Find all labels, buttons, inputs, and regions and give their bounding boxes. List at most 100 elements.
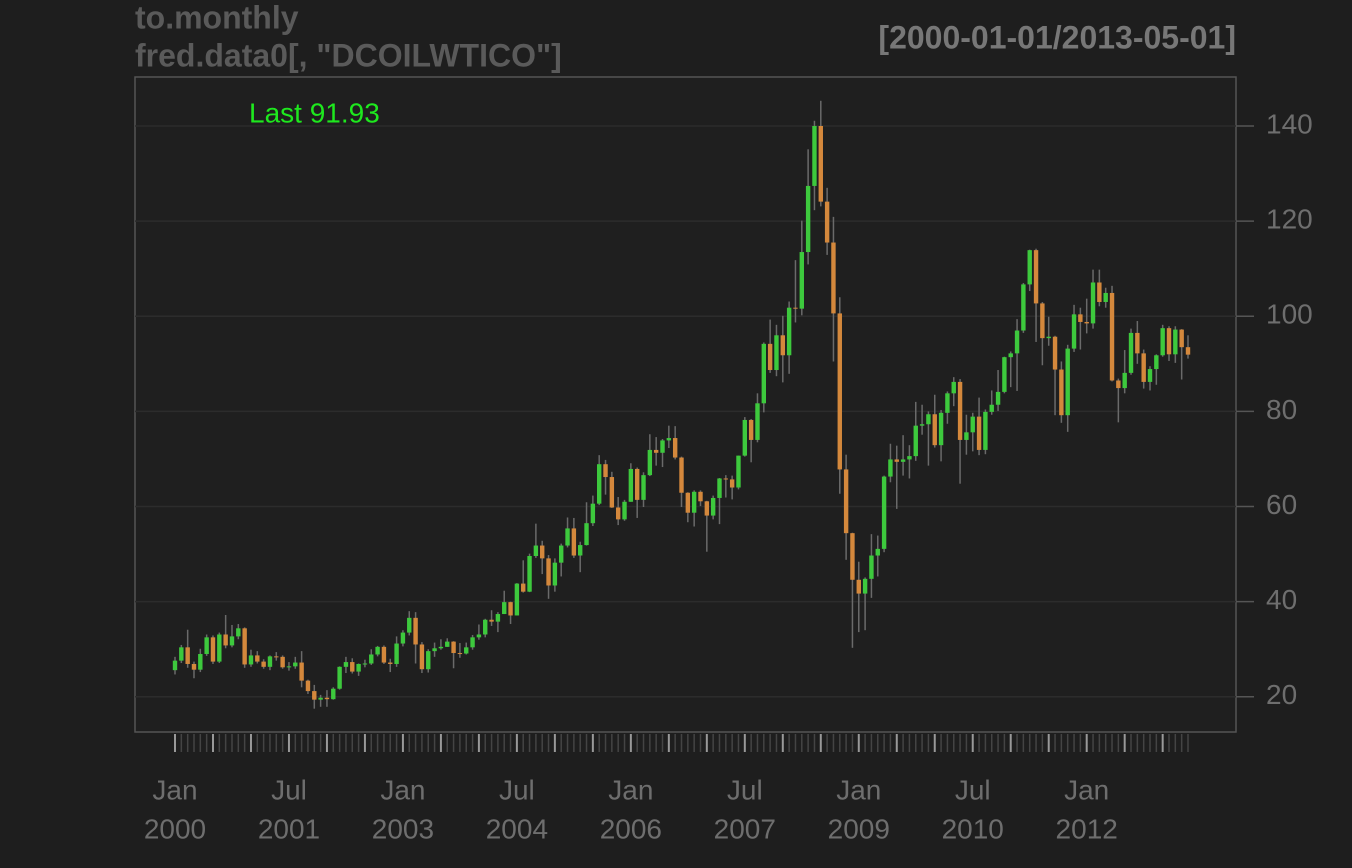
candle-body xyxy=(369,654,374,664)
candle-body xyxy=(242,628,247,665)
candle-body xyxy=(1090,282,1096,324)
candle-body xyxy=(1014,330,1020,354)
candle-body xyxy=(546,558,551,586)
candle-body xyxy=(521,583,526,592)
candle-body xyxy=(324,697,330,700)
candle-body xyxy=(900,459,906,462)
candle-body xyxy=(1078,314,1083,322)
chart-subtitle: fred.data0[, "DCOILWTICO"] xyxy=(135,37,562,73)
candle-body xyxy=(267,656,273,667)
candle-body xyxy=(957,381,963,440)
candle-body xyxy=(976,416,982,450)
candle-body xyxy=(565,528,570,546)
candle-body xyxy=(343,662,349,667)
candle-body xyxy=(862,578,868,594)
candle-body xyxy=(1185,347,1191,355)
candle-body xyxy=(761,343,767,404)
candle-body xyxy=(869,555,874,579)
x-tick-month: Jul xyxy=(727,774,763,805)
candle-body xyxy=(983,411,988,450)
candle-body xyxy=(198,653,203,670)
candle-body xyxy=(210,637,216,662)
candle-body xyxy=(172,660,178,671)
candle-body xyxy=(1116,380,1121,389)
x-tick-month: Jul xyxy=(499,774,535,805)
y-tick-label: 80 xyxy=(1266,394,1297,425)
candle-body xyxy=(375,646,380,655)
candle-body xyxy=(824,201,830,243)
candle-body xyxy=(913,425,918,457)
candle-body xyxy=(767,343,773,371)
y-tick-label: 60 xyxy=(1266,489,1297,520)
candle-body xyxy=(502,602,507,615)
candle-body xyxy=(780,335,785,356)
candle-body xyxy=(559,545,564,563)
candle-body xyxy=(641,475,646,500)
x-tick-month: Jan xyxy=(836,774,881,805)
candle-body xyxy=(1052,336,1058,370)
candle-body xyxy=(476,634,482,638)
candle-body xyxy=(305,680,311,692)
x-tick-year: 2012 xyxy=(1056,813,1118,844)
x-tick-year: 2010 xyxy=(942,813,1004,844)
candle-body xyxy=(407,617,412,633)
candle-body xyxy=(894,459,899,462)
candle-body xyxy=(571,528,577,556)
candle-body xyxy=(1002,357,1007,392)
candle-body xyxy=(223,634,228,646)
y-tick-label: 140 xyxy=(1266,108,1313,139)
candle-body xyxy=(1033,250,1039,304)
candle-body xyxy=(805,185,811,253)
candle-body xyxy=(1179,329,1184,348)
candle-body xyxy=(1071,314,1077,349)
candle-body xyxy=(1040,303,1045,339)
candle-body xyxy=(596,464,602,504)
candle-body xyxy=(413,617,418,645)
candle-body xyxy=(464,647,469,654)
x-tick-year: 2006 xyxy=(600,813,662,844)
candle-body xyxy=(1147,369,1153,382)
candle-body xyxy=(457,653,463,655)
candle-body xyxy=(672,438,678,458)
candle-body xyxy=(350,662,355,672)
candle-body xyxy=(470,637,475,648)
x-tick-month: Jan xyxy=(152,774,197,805)
y-tick-label: 100 xyxy=(1266,299,1313,330)
candle-body xyxy=(653,449,659,453)
candle-body xyxy=(1128,332,1134,373)
candle-body xyxy=(248,655,254,665)
candle-body xyxy=(938,412,944,446)
candle-body xyxy=(1097,282,1102,302)
candle-body xyxy=(615,507,621,520)
candle-body xyxy=(875,548,880,556)
candle-body xyxy=(1021,284,1026,331)
candle-body xyxy=(1109,292,1115,381)
candle-body xyxy=(634,468,640,500)
candle-body xyxy=(508,602,513,616)
candle-body xyxy=(704,501,710,516)
candle-body xyxy=(837,313,842,470)
candle-body xyxy=(438,646,444,649)
candle-body xyxy=(540,545,545,559)
candle-body xyxy=(1173,329,1178,355)
candle-body xyxy=(888,459,893,477)
candle-body xyxy=(185,647,190,664)
candle-body xyxy=(691,491,697,513)
candle-body xyxy=(698,491,703,502)
candle-body xyxy=(679,457,684,493)
candle-body xyxy=(1008,353,1013,358)
candle-body xyxy=(1103,292,1108,302)
candle-body xyxy=(483,619,488,635)
candle-body xyxy=(970,416,975,433)
candle-body xyxy=(660,440,665,453)
candle-body xyxy=(850,533,855,580)
candle-body xyxy=(204,637,209,654)
candle-body xyxy=(286,666,292,668)
candle-body xyxy=(609,477,615,508)
x-tick-year: 2000 xyxy=(144,813,206,844)
candle-body xyxy=(786,307,792,356)
y-tick-label: 120 xyxy=(1266,204,1313,235)
candle-body xyxy=(1166,328,1172,355)
candle-body xyxy=(191,663,197,670)
